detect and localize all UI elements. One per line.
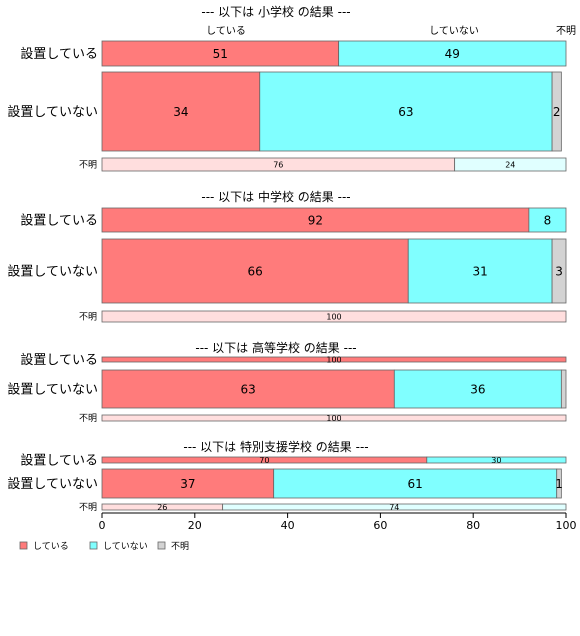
data-label: 24 [505, 160, 515, 169]
data-label: 31 [473, 264, 488, 278]
bar-segment [560, 369, 567, 409]
data-label: 100 [326, 355, 341, 364]
bar-segment [101, 40, 340, 67]
panel-2: --- 以下は 中学校 の結果 --- 設置している 92 8 設置していない 66 31 3… [7, 189, 567, 323]
legend-swatch [157, 541, 166, 550]
bar-segment [101, 310, 567, 323]
bar-segment [454, 157, 567, 172]
data-label: 74 [389, 503, 399, 512]
data-label: 76 [273, 160, 283, 169]
data-label: 1 [555, 477, 563, 491]
data-label: 66 [247, 264, 262, 278]
header-labels: している していない 不明 [206, 25, 576, 37]
bar-segment [101, 414, 567, 422]
panel-title: --- 以下は 中学校 の結果 --- [201, 189, 350, 204]
data-label: 100 [326, 414, 341, 423]
header-label: している [206, 25, 246, 37]
data-label: 8 [544, 213, 552, 227]
panel-1: --- 以下は 小学校 の結果 --- 設置している 51 49 設置していない 34 63… [7, 4, 567, 172]
bar-segment [101, 468, 275, 499]
legend-label: 不明 [171, 541, 189, 552]
row-label: 設置していない [7, 382, 98, 398]
tick-label: 60 [373, 519, 387, 532]
data-label: 100 [326, 312, 341, 321]
data-label: 30 [491, 456, 501, 465]
row-label: 設置している [20, 453, 98, 469]
data-label: 63 [241, 382, 256, 396]
row-label: 不明 [79, 413, 97, 424]
bar-segment [551, 238, 567, 304]
data-label: 34 [173, 105, 188, 119]
bar-segment [551, 71, 562, 152]
bar-segment [101, 356, 567, 363]
tick-label: 0 [99, 519, 106, 532]
panel-title: --- 以下は 特別支援学校 の結果 --- [183, 439, 368, 454]
x-axis: 0 20 40 60 80 100 [99, 512, 577, 532]
data-label: 70 [259, 456, 269, 465]
data-label: 3 [555, 264, 563, 278]
data-label: 92 [308, 213, 323, 227]
legend: している していない 不明 [19, 541, 189, 552]
data-label: 2 [553, 105, 561, 119]
panel-title: --- 以下は 小学校 の結果 --- [201, 4, 350, 19]
panel-3: --- 以下は 高等学校 の結果 --- 設置している 100 設置していない 63 36… [7, 340, 567, 424]
row-label: 設置している [20, 46, 98, 62]
row-label: 設置している [20, 213, 98, 229]
row-label: 不明 [79, 502, 97, 513]
data-label: 61 [408, 477, 423, 491]
legend-swatch [19, 541, 28, 550]
bar-segment [528, 207, 567, 233]
panel-title: --- 以下は 高等学校 の結果 --- [195, 340, 356, 355]
row-label: 設置していない [7, 104, 98, 120]
data-label: 36 [470, 382, 485, 396]
tick-label: 80 [466, 519, 480, 532]
row-label: 不明 [79, 160, 97, 171]
bar-segment [101, 369, 395, 409]
legend-swatch [89, 541, 98, 550]
row-label: 設置している [20, 352, 98, 368]
data-label: 63 [398, 105, 413, 119]
data-label: 51 [213, 47, 228, 61]
row-label: 設置していない [7, 264, 98, 280]
tick-label: 100 [556, 519, 577, 532]
bar-segment [101, 71, 261, 152]
bar-segment [338, 40, 567, 67]
bar-segment [101, 207, 530, 233]
bar-segment [426, 456, 567, 464]
bar-segment [556, 468, 562, 499]
data-label: 49 [445, 47, 460, 61]
chart-panels: --- 以下は 小学校 の結果 --- 設置している 51 49 設置していない 34 63… [7, 4, 576, 513]
bar-segment [259, 71, 553, 152]
legend-label: していない [103, 541, 148, 552]
data-label: 26 [157, 503, 167, 512]
tick-label: 40 [281, 519, 295, 532]
tick-label: 20 [188, 519, 202, 532]
bar-segment [101, 238, 409, 304]
data-label: 37 [180, 477, 195, 491]
row-label: 設置していない [7, 476, 98, 492]
legend-label: している [33, 541, 69, 552]
header-label: 不明 [556, 25, 576, 37]
header-label: していない [429, 25, 479, 37]
bar-segment [407, 238, 553, 304]
panel-4: --- 以下は 特別支援学校 の結果 --- 設置している 70 30 設置していない 3… [7, 439, 567, 513]
bar-segment [393, 369, 562, 409]
row-label: 不明 [79, 312, 97, 323]
bar-segment [222, 503, 567, 511]
